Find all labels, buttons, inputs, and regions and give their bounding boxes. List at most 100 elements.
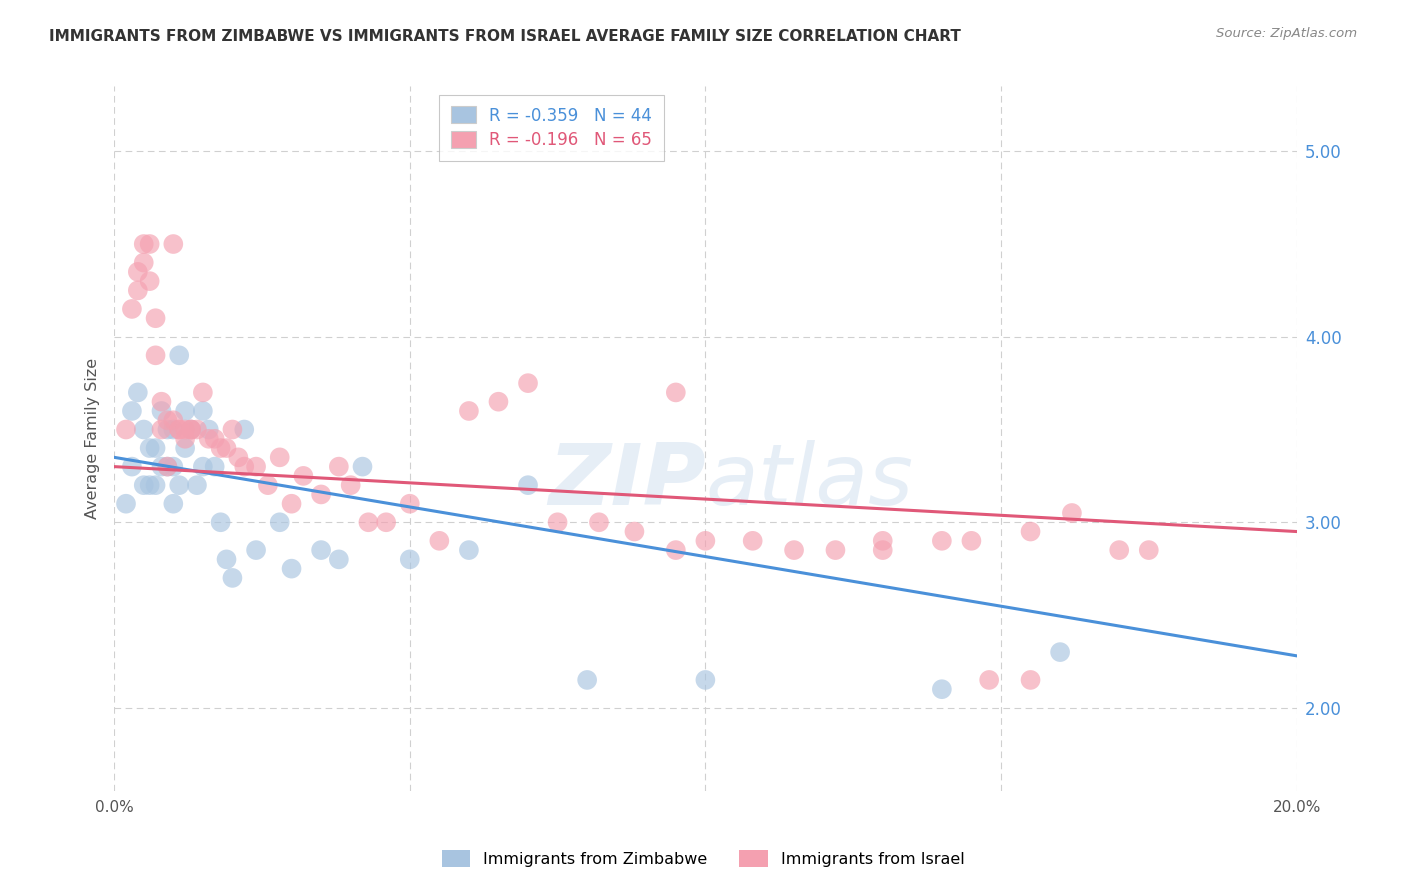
Point <box>352 459 374 474</box>
Point <box>162 459 184 474</box>
Point <box>174 432 197 446</box>
Point <box>257 478 280 492</box>
Point <box>665 385 688 400</box>
Text: atlas: atlas <box>706 440 914 523</box>
Point <box>121 459 143 474</box>
Point <box>1060 506 1083 520</box>
Point <box>245 543 267 558</box>
Point <box>215 441 238 455</box>
Point <box>162 497 184 511</box>
Point <box>191 459 214 474</box>
Point <box>121 301 143 316</box>
Point <box>145 478 167 492</box>
Point <box>115 423 138 437</box>
Point <box>960 533 983 548</box>
Point <box>138 478 160 492</box>
Point <box>221 571 243 585</box>
Point <box>695 673 717 687</box>
Point <box>309 487 332 501</box>
Point <box>357 515 380 529</box>
Point <box>280 561 302 575</box>
Point <box>233 459 256 474</box>
Point <box>269 450 291 465</box>
Point <box>783 543 806 558</box>
Point <box>145 441 167 455</box>
Point <box>204 432 226 446</box>
Point <box>576 673 599 687</box>
Text: Source: ZipAtlas.com: Source: ZipAtlas.com <box>1216 27 1357 40</box>
Point <box>197 423 219 437</box>
Point <box>127 265 149 279</box>
Point <box>209 441 232 455</box>
Point <box>138 237 160 252</box>
Point <box>221 423 243 437</box>
Point <box>375 515 398 529</box>
Point <box>872 533 894 548</box>
Point <box>186 478 208 492</box>
Point <box>186 423 208 437</box>
Point <box>180 423 202 437</box>
Point <box>191 385 214 400</box>
Point <box>1049 645 1071 659</box>
Point <box>292 469 315 483</box>
Point <box>127 385 149 400</box>
Point <box>1137 543 1160 558</box>
Point <box>824 543 846 558</box>
Point <box>328 459 350 474</box>
Point <box>979 673 1001 687</box>
Point <box>458 543 481 558</box>
Point <box>517 376 540 391</box>
Point <box>115 497 138 511</box>
Point <box>233 423 256 437</box>
Point <box>150 404 173 418</box>
Point <box>931 533 953 548</box>
Point <box>138 441 160 455</box>
Legend: Immigrants from Zimbabwe, Immigrants from Israel: Immigrants from Zimbabwe, Immigrants fro… <box>434 844 972 873</box>
Point <box>398 552 420 566</box>
Point <box>427 533 450 548</box>
Point <box>488 394 510 409</box>
Point <box>309 543 332 558</box>
Point <box>931 682 953 697</box>
Point <box>1019 524 1042 539</box>
Point <box>156 413 179 427</box>
Point <box>180 423 202 437</box>
Point <box>156 459 179 474</box>
Point <box>150 394 173 409</box>
Point <box>1019 673 1042 687</box>
Point <box>156 423 179 437</box>
Point <box>150 459 173 474</box>
Point <box>121 404 143 418</box>
Point <box>174 404 197 418</box>
Point <box>695 533 717 548</box>
Point <box>174 423 197 437</box>
Point <box>458 404 481 418</box>
Point <box>191 404 214 418</box>
Point <box>245 459 267 474</box>
Point <box>197 432 219 446</box>
Point <box>167 423 190 437</box>
Point <box>145 348 167 362</box>
Point <box>132 237 155 252</box>
Point <box>588 515 610 529</box>
Point <box>741 533 763 548</box>
Point <box>623 524 645 539</box>
Point <box>1108 543 1130 558</box>
Point <box>269 515 291 529</box>
Point <box>547 515 569 529</box>
Point <box>145 311 167 326</box>
Point <box>150 423 173 437</box>
Point <box>339 478 361 492</box>
Point <box>517 478 540 492</box>
Point <box>132 255 155 269</box>
Text: IMMIGRANTS FROM ZIMBABWE VS IMMIGRANTS FROM ISRAEL AVERAGE FAMILY SIZE CORRELATI: IMMIGRANTS FROM ZIMBABWE VS IMMIGRANTS F… <box>49 29 962 44</box>
Point <box>132 478 155 492</box>
Point <box>204 459 226 474</box>
Point <box>156 459 179 474</box>
Point <box>209 515 232 529</box>
Legend: R = -0.359   N = 44, R = -0.196   N = 65: R = -0.359 N = 44, R = -0.196 N = 65 <box>440 95 664 161</box>
Point <box>162 413 184 427</box>
Point <box>132 423 155 437</box>
Point <box>398 497 420 511</box>
Point <box>167 423 190 437</box>
